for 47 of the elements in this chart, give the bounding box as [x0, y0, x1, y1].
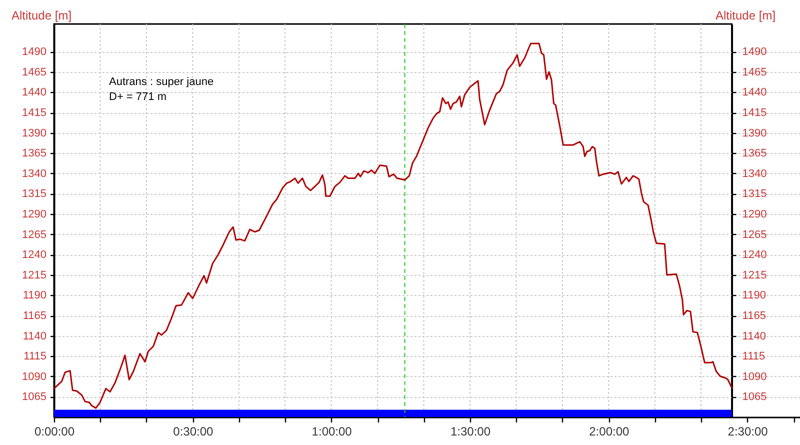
y-tick-label: 1215 [22, 269, 46, 282]
y2-tick-label: 1165 [742, 310, 766, 322]
y-tick-label: 1415 [22, 107, 46, 120]
y-tick-label: 1140 [22, 330, 46, 342]
y2-tick-label: 1315 [742, 188, 767, 200]
y-tick-label: 1465 [22, 66, 46, 78]
annotation: D+ = 771 m [109, 91, 166, 103]
y-tick-label: 1365 [22, 148, 46, 160]
y-tick-label: 1240 [22, 249, 46, 262]
annotation: Autrans : super jaune [109, 76, 214, 88]
y2-tick-label: 1065 [742, 391, 767, 404]
y-tick-label: 1065 [22, 391, 46, 404]
y-tick-label: 1340 [22, 168, 46, 180]
y2-tick-label: 1115 [742, 350, 766, 363]
y2-tick-label: 1190 [742, 290, 766, 302]
y-tick-label: 1440 [22, 86, 46, 99]
x-tick-label: 1:30:00 [450, 424, 491, 438]
y-tick-label: 1190 [22, 290, 46, 302]
y-tick-label: 1165 [22, 310, 46, 322]
line-series [53, 42, 733, 409]
y2-tick-label: 1090 [742, 370, 767, 383]
x-tick-label: 0:00:00 [34, 424, 75, 438]
y-tick-label: 1265 [22, 228, 46, 241]
x-tick-label: 1:00:00 [312, 424, 352, 438]
y2-tick-label: 1440 [742, 86, 767, 99]
y-tick-label: 1315 [22, 188, 46, 200]
y2-tick-label: 1140 [742, 330, 766, 342]
y2-tick-label: 1265 [742, 228, 767, 241]
y-axis-title: Altitude [m] [12, 8, 72, 22]
x-tick-label: 0:30:00 [173, 424, 214, 438]
y-tick-label: 1290 [22, 208, 46, 221]
y-tick-label: 1390 [22, 127, 46, 140]
y2-tick-label: 1240 [742, 249, 767, 262]
y2-tick-label: 1340 [742, 168, 767, 180]
y-tick-label: 1115 [24, 350, 46, 363]
y-tick-label: 1090 [22, 370, 46, 383]
y2-tick-label: 1215 [742, 269, 767, 282]
y2-tick-label: 1390 [742, 127, 767, 140]
y2-tick-label: 1415 [742, 107, 767, 120]
y2-tick-label: 1465 [742, 66, 767, 78]
y2-tick-label: 1365 [742, 148, 767, 160]
y2-tick-label: 1490 [742, 46, 767, 58]
x-tick-label: 2:30:00 [728, 424, 768, 438]
y2-axis-title: Altitude [m] [716, 8, 776, 22]
y2-tick-label: 1290 [742, 208, 767, 221]
x-tick-label: 2:00:00 [589, 424, 630, 438]
y-tick-label: 1490 [22, 46, 46, 58]
